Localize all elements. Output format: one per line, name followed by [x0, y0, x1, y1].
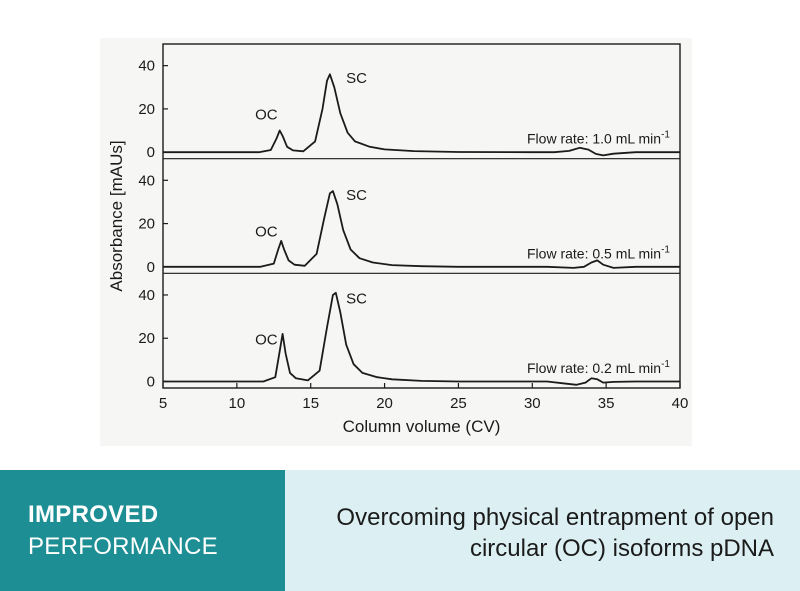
peak-label-oc: OC [255, 332, 278, 349]
flow-rate-label: Flow rate: 1.0 mL min-1 [527, 130, 670, 147]
flow-rate-label: Flow rate: 0.2 mL min-1 [527, 359, 670, 376]
peak-label-sc: SC [346, 291, 367, 308]
x-axis-label: Column volume (CV) [343, 417, 501, 436]
y-tick-label: 20 [138, 216, 155, 233]
y-tick-label: 20 [138, 330, 155, 347]
plot-frame [162, 43, 681, 389]
x-tick-label: 30 [524, 395, 541, 412]
flow-rate-label: Flow rate: 0.5 mL min-1 [527, 244, 670, 261]
y-tick-label: 40 [138, 58, 155, 75]
chromatogram-trace [163, 190, 680, 269]
y-tick-label: 0 [147, 259, 155, 276]
badge-title-line1: IMPROVED [28, 501, 159, 528]
x-tick-label: 10 [229, 395, 246, 412]
x-tick-label: 35 [598, 395, 615, 412]
chromatogram-chart: 0 20 40 OC SC Flow rate: 1.0 mL min-1 0 20 40 OC S… [107, 43, 689, 436]
tagline-line1: Overcoming physical entrapment of open [336, 504, 774, 531]
y-tick-label: 40 [138, 172, 155, 189]
y-tick-label: 40 [138, 287, 155, 304]
x-tick-label: 5 [159, 395, 167, 412]
tagline-panel: Overcoming physical entrapment of open c… [285, 470, 800, 591]
x-tick-label: 25 [450, 395, 467, 412]
y-tick-label: 20 [138, 101, 155, 118]
y-tick-label: 0 [147, 374, 155, 391]
peak-label-oc: OC [255, 107, 278, 124]
y-tick-label: 0 [147, 144, 155, 161]
chromatogram-trace [163, 73, 680, 157]
tagline-text: Overcoming physical entrapment of open c… [304, 502, 774, 564]
y-axis-label: Absorbance [mAUs] [107, 140, 126, 291]
chromatogram-trace [163, 291, 680, 386]
x-tick-label: 15 [302, 395, 319, 412]
peak-label-oc: OC [255, 224, 278, 241]
chromatogram-figure: 0 20 40 OC SC Flow rate: 1.0 mL min-1 0 20 40 OC S… [100, 38, 692, 446]
tagline-line2: circular (OC) isoforms pDNA [469, 535, 774, 562]
peak-label-sc: SC [346, 70, 367, 87]
x-tick-label: 40 [672, 395, 689, 412]
badge-panel: IMPROVED PERFORMANCE [0, 470, 285, 591]
x-tick-label: 20 [376, 395, 393, 412]
peak-label-sc: SC [346, 187, 367, 204]
badge-title-line2: PERFORMANCE [28, 533, 218, 560]
